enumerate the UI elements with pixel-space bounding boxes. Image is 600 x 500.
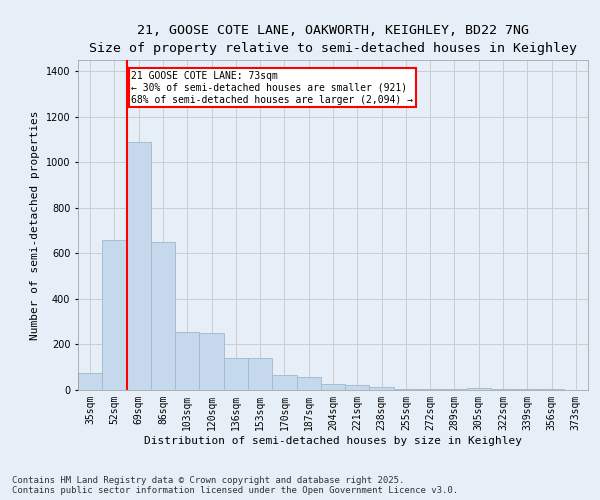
Bar <box>296 378 321 390</box>
Text: 21 GOOSE COTE LANE: 73sqm
← 30% of semi-detached houses are smaller (921)
68% of: 21 GOOSE COTE LANE: 73sqm ← 30% of semi-… <box>131 72 413 104</box>
Title: 21, GOOSE COTE LANE, OAKWORTH, KEIGHLEY, BD22 7NG
Size of property relative to s: 21, GOOSE COTE LANE, OAKWORTH, KEIGHLEY,… <box>89 24 577 54</box>
Bar <box>467 388 491 390</box>
Bar <box>321 384 345 390</box>
Bar <box>102 240 127 390</box>
Bar <box>394 389 418 390</box>
Bar <box>272 375 296 390</box>
Bar <box>199 333 224 390</box>
Bar <box>151 242 175 390</box>
Bar <box>442 389 467 390</box>
Bar <box>224 358 248 390</box>
Bar <box>370 388 394 390</box>
Bar <box>248 358 272 390</box>
X-axis label: Distribution of semi-detached houses by size in Keighley: Distribution of semi-detached houses by … <box>144 436 522 446</box>
Y-axis label: Number of semi-detached properties: Number of semi-detached properties <box>30 110 40 340</box>
Bar <box>491 388 515 390</box>
Bar <box>418 389 442 390</box>
Bar <box>515 389 539 390</box>
Bar <box>127 142 151 390</box>
Bar <box>78 373 102 390</box>
Bar <box>175 332 199 390</box>
Text: Contains HM Land Registry data © Crown copyright and database right 2025.
Contai: Contains HM Land Registry data © Crown c… <box>12 476 458 495</box>
Bar <box>345 386 370 390</box>
